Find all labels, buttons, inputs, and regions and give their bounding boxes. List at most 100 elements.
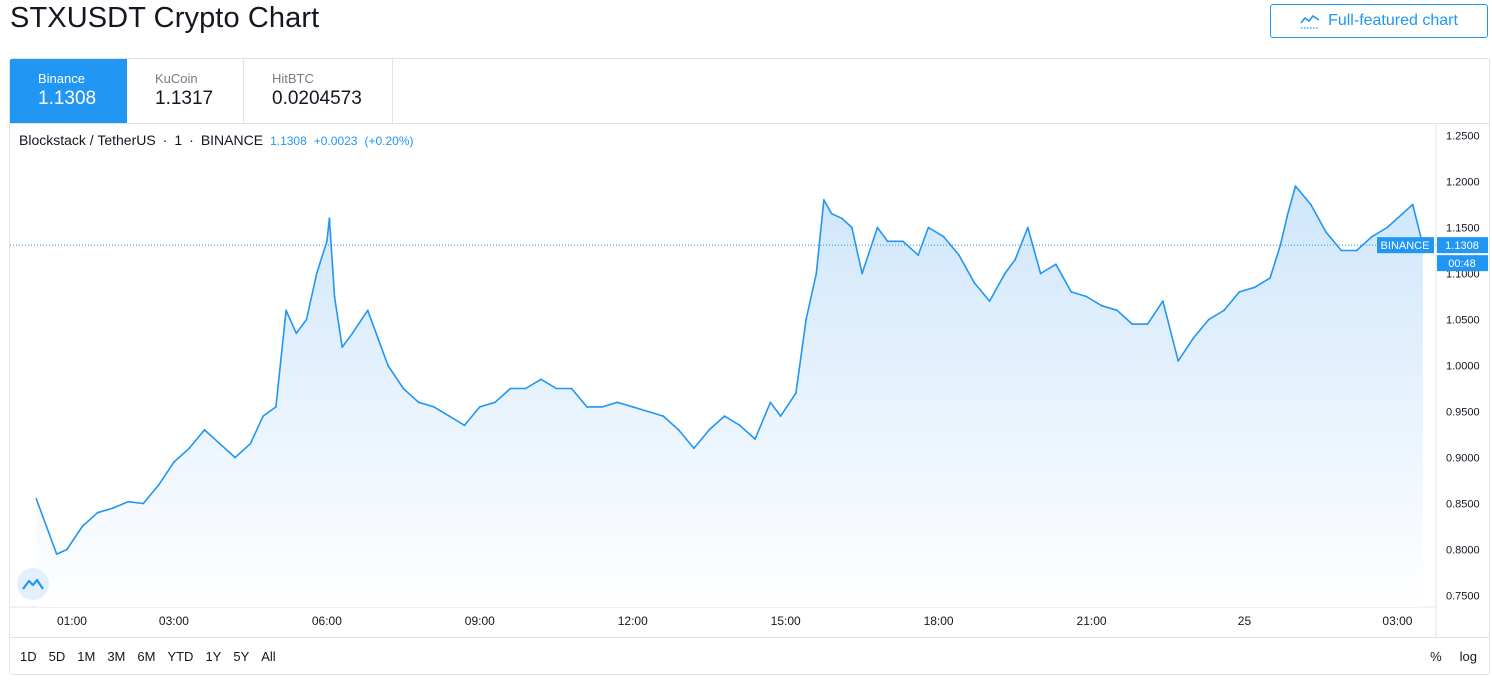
range-button-all[interactable]: All <box>261 649 276 664</box>
price-point <box>275 406 277 408</box>
x-tick-label: 15:00 <box>771 614 801 628</box>
price-point <box>305 318 308 321</box>
price-point <box>1401 212 1404 215</box>
price-point <box>851 226 853 229</box>
legend-exchange: BINANCE <box>200 132 264 148</box>
price-point <box>524 387 527 390</box>
range-button-ytd[interactable]: YTD <box>167 649 194 664</box>
price-point <box>173 461 175 463</box>
price-chart[interactable]: 1.2500 1.2000 1.1500 1.1000 1.0500 1.0000 0.95… <box>10 59 1489 637</box>
price-point <box>433 406 435 408</box>
price-point <box>341 346 344 348</box>
price-point <box>96 511 99 514</box>
price-point <box>315 272 318 275</box>
price-point <box>815 272 818 275</box>
y-tick-label: 1.2500 <box>1446 131 1480 143</box>
x-tick-label: 12:00 <box>618 614 648 628</box>
y-tick-label: 0.9500 <box>1446 407 1480 419</box>
range-toolbar: 1D 5D 1M 3M 6M YTD 1Y 5Y All % log <box>10 637 1489 674</box>
price-point <box>738 424 741 427</box>
badge-countdown-bg <box>1437 255 1488 272</box>
price-point <box>662 415 665 417</box>
badge-price-bg <box>1437 237 1488 254</box>
price-point <box>1192 337 1195 339</box>
page-title: STXUSDT Crypto Chart <box>10 2 320 34</box>
tab-exchange-price: 1.1308 <box>38 88 97 109</box>
price-point <box>779 415 782 417</box>
price-point <box>45 525 48 528</box>
price-point <box>769 401 772 404</box>
price-point <box>647 410 649 413</box>
badge-price-label: 1.1308 <box>1445 240 1479 252</box>
price-point <box>1146 323 1149 325</box>
price-point <box>1131 323 1134 325</box>
price-point <box>1253 286 1256 289</box>
legend-change-pct: (+0.20%) <box>364 134 414 148</box>
price-point <box>1371 235 1373 238</box>
x-tick-label: 25 <box>1238 614 1252 628</box>
range-button-1y[interactable]: 1Y <box>205 649 222 664</box>
y-tick-label: 1.0500 <box>1446 315 1480 327</box>
price-point <box>555 387 558 390</box>
range-button-1d[interactable]: 1D <box>20 649 37 664</box>
price-point <box>1055 263 1057 266</box>
price-point <box>1070 291 1073 293</box>
price-point <box>708 429 711 431</box>
tradingview-logo-icon[interactable] <box>17 568 49 600</box>
scale-controls: % log <box>1430 638 1477 674</box>
range-button-1m[interactable]: 1M <box>77 649 96 664</box>
price-point <box>1294 185 1297 187</box>
price-point <box>1238 291 1241 293</box>
price-point <box>754 438 756 440</box>
price-point <box>1325 231 1327 234</box>
x-tick-label: 03:00 <box>1382 614 1412 628</box>
legend-symbol: Blockstack / TetherUS <box>19 132 156 148</box>
price-point <box>249 442 252 445</box>
price-point <box>601 406 604 408</box>
price-point <box>795 392 797 394</box>
price-point <box>861 272 863 275</box>
tab-binance[interactable]: Binance 1.1308 <box>10 59 127 123</box>
price-point <box>1116 309 1118 312</box>
x-tick-label: 01:00 <box>57 614 87 628</box>
range-button-5d[interactable]: 5D <box>48 649 66 664</box>
price-point <box>1014 258 1016 261</box>
price-point <box>262 415 264 417</box>
tab-hitbtc[interactable]: HitBTC 0.0204573 <box>244 59 393 123</box>
price-point <box>823 199 825 201</box>
price-point <box>1269 277 1271 279</box>
tab-exchange-name: Binance <box>38 71 85 86</box>
y-tick-label: 1.1000 <box>1446 269 1480 281</box>
exchange-tabs: Binance 1.1308 KuCoin 1.1317 HitBTC 0.02… <box>10 59 393 124</box>
log-scale-button[interactable]: log <box>1459 649 1477 664</box>
price-point <box>1026 226 1029 229</box>
price-point <box>805 318 807 321</box>
price-point <box>876 226 879 229</box>
price-point <box>1386 226 1389 229</box>
chart-line-icon <box>1300 13 1320 29</box>
full-featured-chart-button[interactable]: Full-featured chart <box>1270 4 1488 38</box>
legend-price: 1.1308 <box>270 134 307 148</box>
price-point <box>1411 203 1414 206</box>
price-point <box>55 553 58 555</box>
price-point <box>188 447 191 450</box>
range-button-5y[interactable]: 5Y <box>233 649 250 664</box>
percent-scale-button[interactable]: % <box>1430 649 1442 664</box>
y-tick-label: 0.8500 <box>1446 499 1480 511</box>
y-tick-label: 1.2000 <box>1446 177 1480 189</box>
tab-kucoin[interactable]: KuCoin 1.1317 <box>127 59 244 123</box>
chart-legend: Blockstack / TetherUS · 1 · BINANCE 1.13… <box>19 132 414 148</box>
price-point <box>586 406 588 408</box>
time-axis: 01:00 03:00 06:00 09:00 12:00 15:00 18:00 21:00… <box>57 614 1413 628</box>
price-point <box>1355 249 1358 252</box>
price-point <box>942 235 945 238</box>
range-button-3m[interactable]: 3M <box>107 649 126 664</box>
price-point <box>988 300 991 302</box>
range-button-6m[interactable]: 6M <box>137 649 156 664</box>
price-point <box>417 401 420 404</box>
price-point <box>81 525 84 528</box>
price-area-fill <box>36 186 1423 607</box>
price-point <box>509 387 512 390</box>
price-point <box>693 447 695 450</box>
y-tick-label: 0.9000 <box>1446 453 1480 465</box>
